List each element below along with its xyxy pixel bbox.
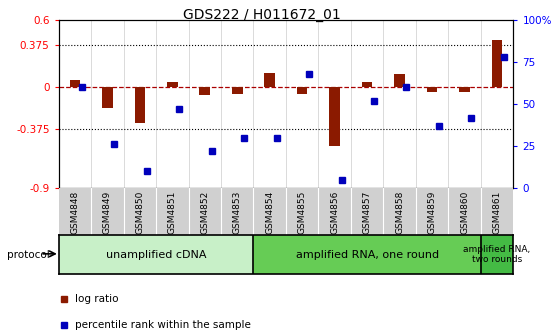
Text: amplified RNA,
two rounds: amplified RNA, two rounds [464,245,531,264]
Bar [329,87,340,145]
Text: log ratio: log ratio [75,294,119,304]
Text: percentile rank within the sample: percentile rank within the sample [75,320,251,330]
Text: GSM4853: GSM4853 [233,191,242,234]
Text: GSM4850: GSM4850 [135,191,145,234]
Text: GSM4851: GSM4851 [168,191,177,234]
Bar [200,87,210,95]
Text: protocol: protocol [7,250,50,260]
Text: GSM4855: GSM4855 [298,191,307,234]
Text: GSM4848: GSM4848 [70,191,79,234]
Text: GSM4854: GSM4854 [265,191,274,234]
Text: GSM4858: GSM4858 [395,191,404,234]
Bar [232,87,243,94]
Bar [70,80,80,87]
Text: GSM4857: GSM4857 [363,191,372,234]
Text: GSM4849: GSM4849 [103,191,112,234]
Bar [459,87,470,92]
Text: unamplified cDNA: unamplified cDNA [106,250,206,259]
Text: GSM4860: GSM4860 [460,191,469,234]
Bar [253,235,481,274]
Bar [492,40,502,87]
Bar [167,82,177,87]
Text: GSM4852: GSM4852 [200,191,209,234]
Bar [481,235,513,274]
Bar [59,235,253,274]
Bar [362,82,372,87]
Bar [427,87,437,92]
Bar [102,87,113,108]
Text: GDS222 / H011672_01: GDS222 / H011672_01 [184,8,341,23]
Text: GSM4861: GSM4861 [493,191,502,234]
Bar [395,74,405,87]
Bar [134,87,145,123]
Bar [297,87,307,94]
Text: amplified RNA, one round: amplified RNA, one round [296,250,439,259]
Text: GSM4859: GSM4859 [427,191,437,234]
Bar [264,73,275,87]
Text: GSM4856: GSM4856 [330,191,339,234]
